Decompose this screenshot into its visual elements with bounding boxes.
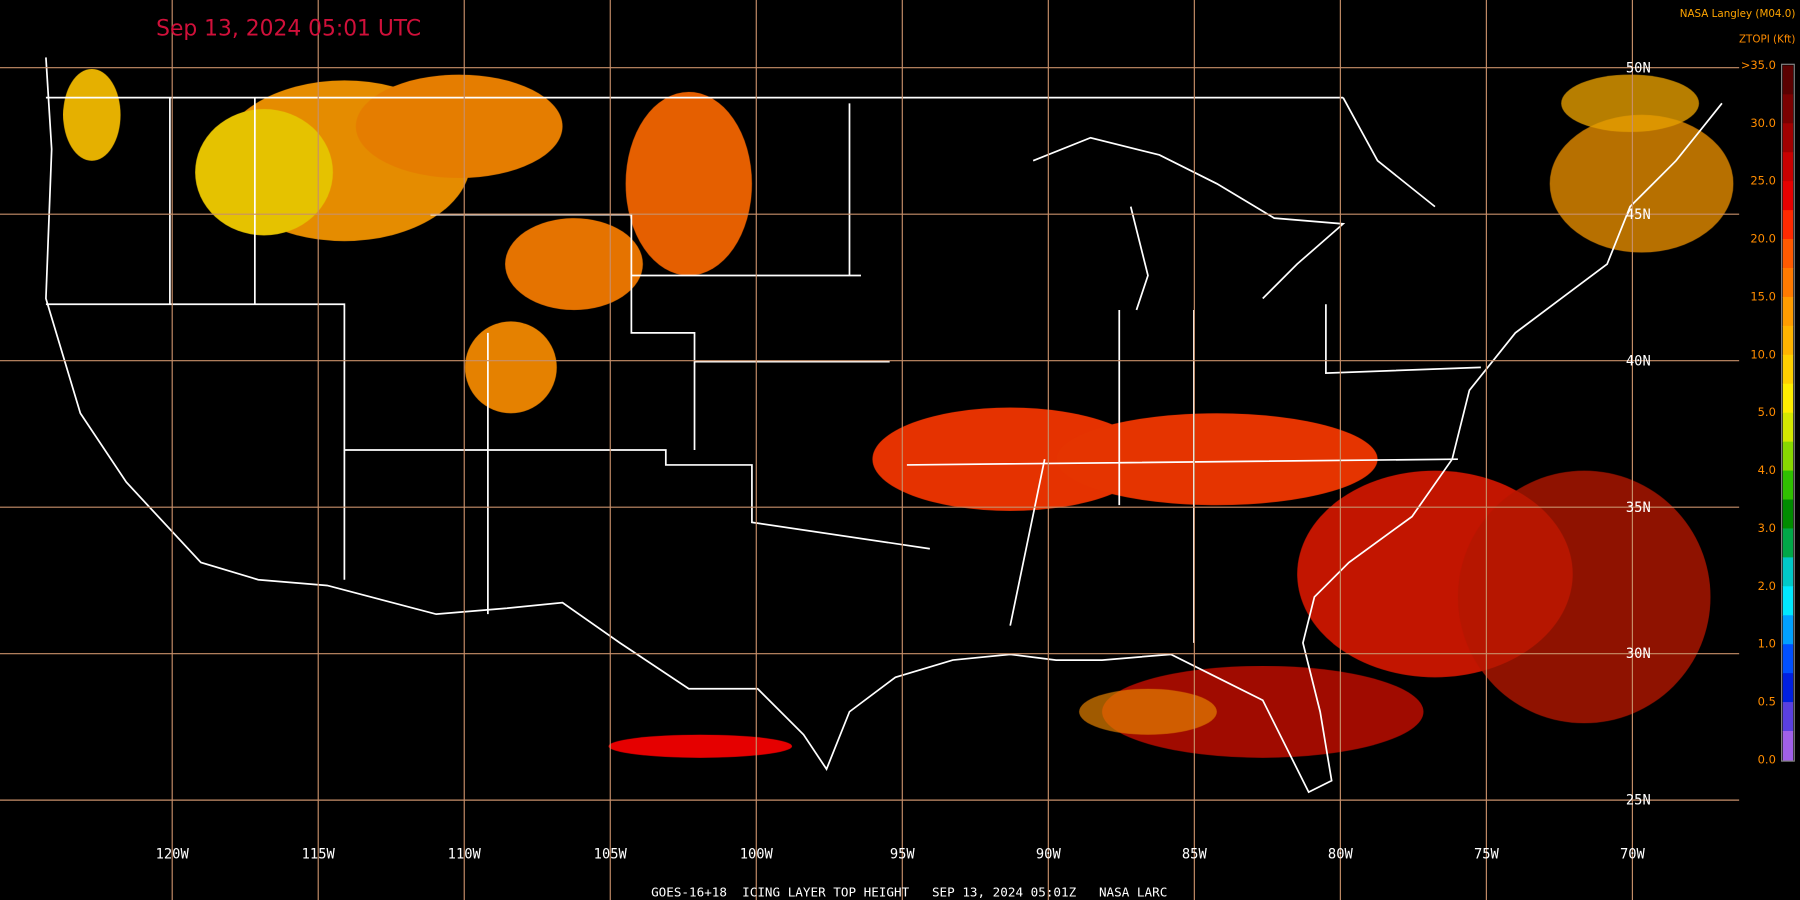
timestamp: Sep 13, 2024 05:01 UTC	[156, 17, 421, 42]
latitude-label: 25N	[1626, 793, 1651, 809]
latitude-label: 45N	[1626, 207, 1651, 223]
legend-label: 15.0	[1750, 289, 1776, 303]
colorbar-segment	[1782, 65, 1794, 95]
colorbar-segment	[1782, 441, 1794, 472]
colorbar-segment	[1782, 123, 1794, 153]
colorbar-segment	[1782, 383, 1794, 414]
legend-label: 4.0	[1758, 463, 1776, 477]
longitude-label: 90W	[1036, 847, 1062, 863]
longitude-label: 95W	[890, 847, 916, 863]
graticule: 120W 115W 110W 105W 100W 95W 90W 85W 80W 75W 70W 50…	[0, 0, 1740, 900]
colorbar-segment	[1782, 702, 1794, 732]
legend: >35.0 30.0 25.0 20.0 15.0 10.0 5.0 4.0 3.0 2.0 1.0…	[1741, 58, 1795, 766]
latitude-label: 35N	[1626, 500, 1651, 516]
colorbar-segment	[1782, 586, 1794, 616]
longitude-label: 115W	[302, 847, 336, 863]
latitude-label: 40N	[1626, 353, 1651, 369]
longitude-label: 70W	[1620, 847, 1646, 863]
legend-label: 20.0	[1750, 232, 1776, 246]
legend-label: 1.0	[1758, 637, 1776, 651]
legend-title: ZTOPI (Kft)	[1739, 33, 1795, 45]
colorbar-segment	[1782, 94, 1794, 124]
legend-label: 3.0	[1758, 521, 1776, 535]
longitude-label: 75W	[1474, 847, 1500, 863]
colorbar-segment	[1782, 673, 1794, 703]
legend-label: >35.0	[1741, 58, 1776, 72]
colorbar-segment	[1782, 644, 1794, 674]
longitude-label: 110W	[448, 847, 482, 863]
colorbar-segment	[1782, 354, 1794, 385]
latitude-label: 50N	[1626, 60, 1651, 76]
longitude-label: 80W	[1328, 847, 1354, 863]
longitude-label: 120W	[156, 847, 190, 863]
colorbar-segment	[1782, 181, 1794, 211]
legend-label: 10.0	[1750, 347, 1776, 361]
weather-layer	[63, 68, 1734, 758]
legend-label: 25.0	[1750, 174, 1776, 188]
legend-label: 2.0	[1758, 579, 1776, 593]
colorbar-segment	[1782, 499, 1794, 530]
colorbar-segment	[1782, 152, 1794, 182]
colorbar-segment	[1782, 239, 1794, 269]
longitude-label: 85W	[1182, 847, 1208, 863]
legend-label: 0.0	[1758, 752, 1776, 766]
colorbar-segment	[1782, 470, 1794, 501]
footer: GOES-16+18 ICING LAYER TOP HEIGHT SEP 13…	[651, 885, 1167, 900]
latitude-label: 30N	[1626, 646, 1651, 662]
colorbar-segment	[1782, 268, 1794, 298]
legend-label: 30.0	[1750, 116, 1776, 130]
colorbar-segment	[1782, 731, 1794, 761]
colorbar-segment	[1782, 412, 1794, 443]
colorbar-segment	[1782, 557, 1794, 587]
legend-label: 5.0	[1758, 405, 1776, 419]
credit: NASA Langley (M04.0)	[1680, 8, 1796, 20]
legend-label: 0.5	[1758, 695, 1776, 709]
colorbar-segment	[1782, 325, 1794, 356]
colorbar-segment	[1782, 296, 1794, 327]
colorbar-frame	[1781, 63, 1795, 762]
colorbar-segment	[1782, 210, 1794, 240]
colorbar-segment	[1782, 615, 1794, 645]
longitude-label: 100W	[740, 847, 774, 863]
colorbar-segment	[1782, 528, 1794, 558]
longitude-label: 105W	[594, 847, 628, 863]
